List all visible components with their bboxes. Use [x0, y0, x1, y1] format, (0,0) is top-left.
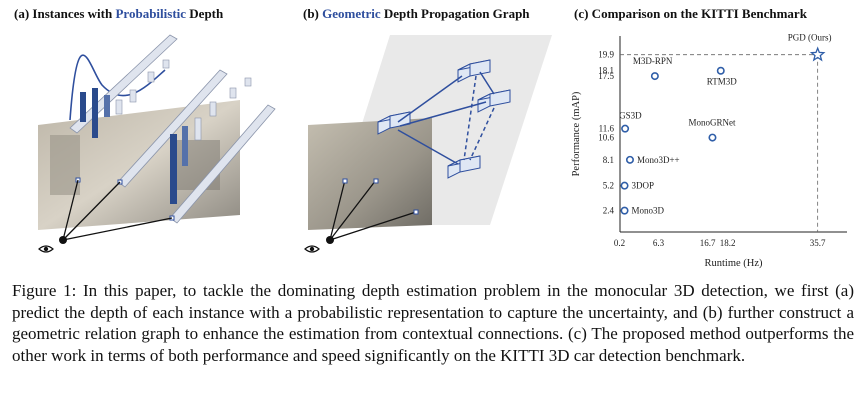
depth-bin	[80, 92, 86, 122]
depth-bin	[244, 77, 252, 87]
point-label: Mono3D++	[637, 155, 680, 165]
data-point	[620, 206, 629, 215]
camera-ray	[62, 179, 79, 241]
building-shape	[170, 140, 220, 190]
y-tick-label: 8.1	[603, 155, 614, 165]
data-point	[620, 181, 629, 190]
y-tick-label: 18.1	[598, 66, 614, 76]
camera-origin	[326, 236, 334, 244]
y-tick-label: 5.2	[603, 181, 614, 191]
graph-node-box	[457, 59, 491, 83]
x-axis-label: Runtime (Hz)	[704, 258, 763, 269]
instance-center	[413, 209, 419, 215]
graph-edge	[397, 129, 459, 165]
graph-edge	[397, 75, 463, 123]
instance-center	[342, 178, 348, 184]
point-label: RTM3D	[707, 77, 737, 87]
graph-edge	[463, 75, 477, 161]
x-tick-label: 35.7	[810, 238, 826, 248]
graph-edges	[397, 71, 495, 165]
camera-ray	[329, 179, 346, 241]
depth-bin	[147, 71, 155, 83]
depth-bin	[92, 88, 98, 138]
instance-center	[373, 178, 379, 184]
depth-bin	[229, 87, 237, 99]
probability-curve	[69, 54, 166, 121]
panel-b-illustration	[304, 35, 552, 253]
point-label: MonoGRNet	[688, 118, 735, 128]
depth-bin	[170, 134, 177, 204]
data-point-star	[809, 46, 826, 62]
y-tick-label: 19.9	[598, 50, 614, 60]
camera-ray	[62, 181, 121, 241]
panel-b-title: (b) Geometric Depth Propagation Graph	[303, 6, 530, 21]
camera-ray	[329, 179, 377, 241]
y-tick-label: 11.6	[599, 124, 615, 134]
depth-ray	[117, 69, 228, 188]
y-tick-label: 10.6	[598, 133, 614, 143]
point-label: GS3D	[619, 111, 642, 121]
x-tick-label: 18.2	[720, 238, 736, 248]
eye-icon	[304, 245, 320, 253]
camera-ray	[329, 211, 417, 241]
point-label: 3DOP	[632, 181, 655, 191]
eye-icon	[38, 245, 54, 253]
graph-node-box	[377, 111, 411, 135]
panel-c-title: (c) Comparison on the KITTI Benchmark	[574, 6, 807, 21]
depth-bin	[182, 126, 188, 166]
depth-bin	[104, 95, 110, 117]
data-point	[625, 155, 634, 164]
panel-a-illustration	[38, 34, 276, 253]
depth-bin	[194, 117, 202, 141]
x-tick-label: 0.2	[614, 238, 625, 248]
panel-a-highlight: Probabilistic	[115, 6, 187, 21]
depth-ray	[169, 104, 276, 224]
point-label: PGD (Ours)	[788, 33, 832, 43]
camera-origin	[59, 236, 67, 244]
y-tick-label: 2.4	[603, 206, 615, 216]
point-label: Mono3D	[632, 206, 665, 216]
figure-caption: Figure 1: In this paper, to tackle the d…	[12, 281, 854, 365]
graph-edge	[469, 107, 495, 161]
depth-bin	[162, 59, 170, 69]
building-shape	[50, 135, 80, 195]
kitti-scatter-chart: 2.4 5.2 8.1 10.611.6 17.518.1 19.9 0.2 6.3 16.7 1…	[571, 33, 847, 269]
data-point	[716, 66, 725, 75]
graph-node-box	[447, 155, 481, 179]
panel-b-highlight: Geometric	[322, 6, 381, 21]
point-label: M3D-RPN	[633, 56, 673, 66]
y-tick-label: 17.5	[598, 71, 614, 81]
camera-ray	[62, 217, 173, 241]
x-tick-label: 6.3	[653, 238, 665, 248]
depth-bin	[129, 89, 137, 103]
y-axis-label: Performance (mAP)	[571, 91, 582, 176]
panel-a-title: (a) Instances with Probabilistic Depth	[14, 6, 224, 21]
depth-bin	[209, 101, 217, 117]
x-tick-label: 16.7	[700, 238, 716, 248]
data-point	[708, 133, 717, 142]
data-point	[650, 72, 659, 81]
graph-edge	[479, 71, 495, 95]
depth-bin	[115, 99, 123, 115]
data-point	[621, 124, 630, 133]
